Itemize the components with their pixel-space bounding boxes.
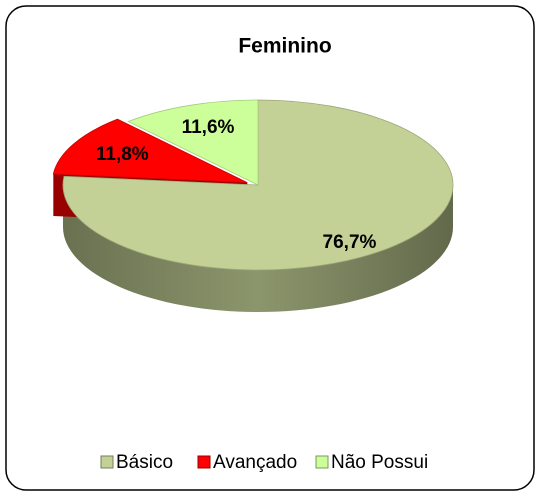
data-label: 11,6% xyxy=(182,117,235,138)
legend: Básico Avançado Não Possui xyxy=(100,452,428,473)
legend-marker xyxy=(315,455,329,469)
data-label: 11,8% xyxy=(96,144,149,165)
legend-marker xyxy=(100,455,114,469)
chart-title: Feminino xyxy=(238,35,331,58)
slice-side-shade xyxy=(63,185,453,312)
legend-label: Avançado xyxy=(213,452,297,473)
slice xyxy=(127,99,259,186)
pie: 76,7% 11,8% 11,6% xyxy=(52,99,454,312)
slice xyxy=(62,99,454,271)
slice xyxy=(52,118,248,184)
legend-marker xyxy=(197,455,211,469)
legend-label: Básico xyxy=(116,452,173,473)
legend-label: Não Possui xyxy=(331,452,428,473)
data-label: 76,7% xyxy=(323,232,377,253)
